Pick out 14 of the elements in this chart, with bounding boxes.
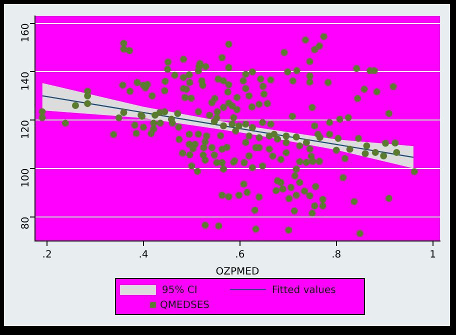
y-tick-label: 80: [20, 216, 32, 230]
x-tick-label: .6: [235, 250, 245, 261]
y-tick-label: 160: [20, 23, 32, 42]
x-axis-title: OZPMED: [216, 266, 260, 278]
legend-label: Fitted values: [272, 284, 336, 296]
x-tick-label: .4: [138, 250, 148, 261]
y-tick-label: 120: [20, 120, 32, 140]
text: 95% CI: [162, 284, 198, 296]
y-tick-label: 100: [20, 168, 32, 188]
x-tick-label: .8: [332, 250, 342, 261]
y-tick-label: 140: [20, 72, 32, 91]
x-tick-label: .2: [42, 250, 52, 261]
x-tick-label: 1: [430, 250, 436, 261]
legend-label: QMEDSES: [160, 300, 210, 310]
